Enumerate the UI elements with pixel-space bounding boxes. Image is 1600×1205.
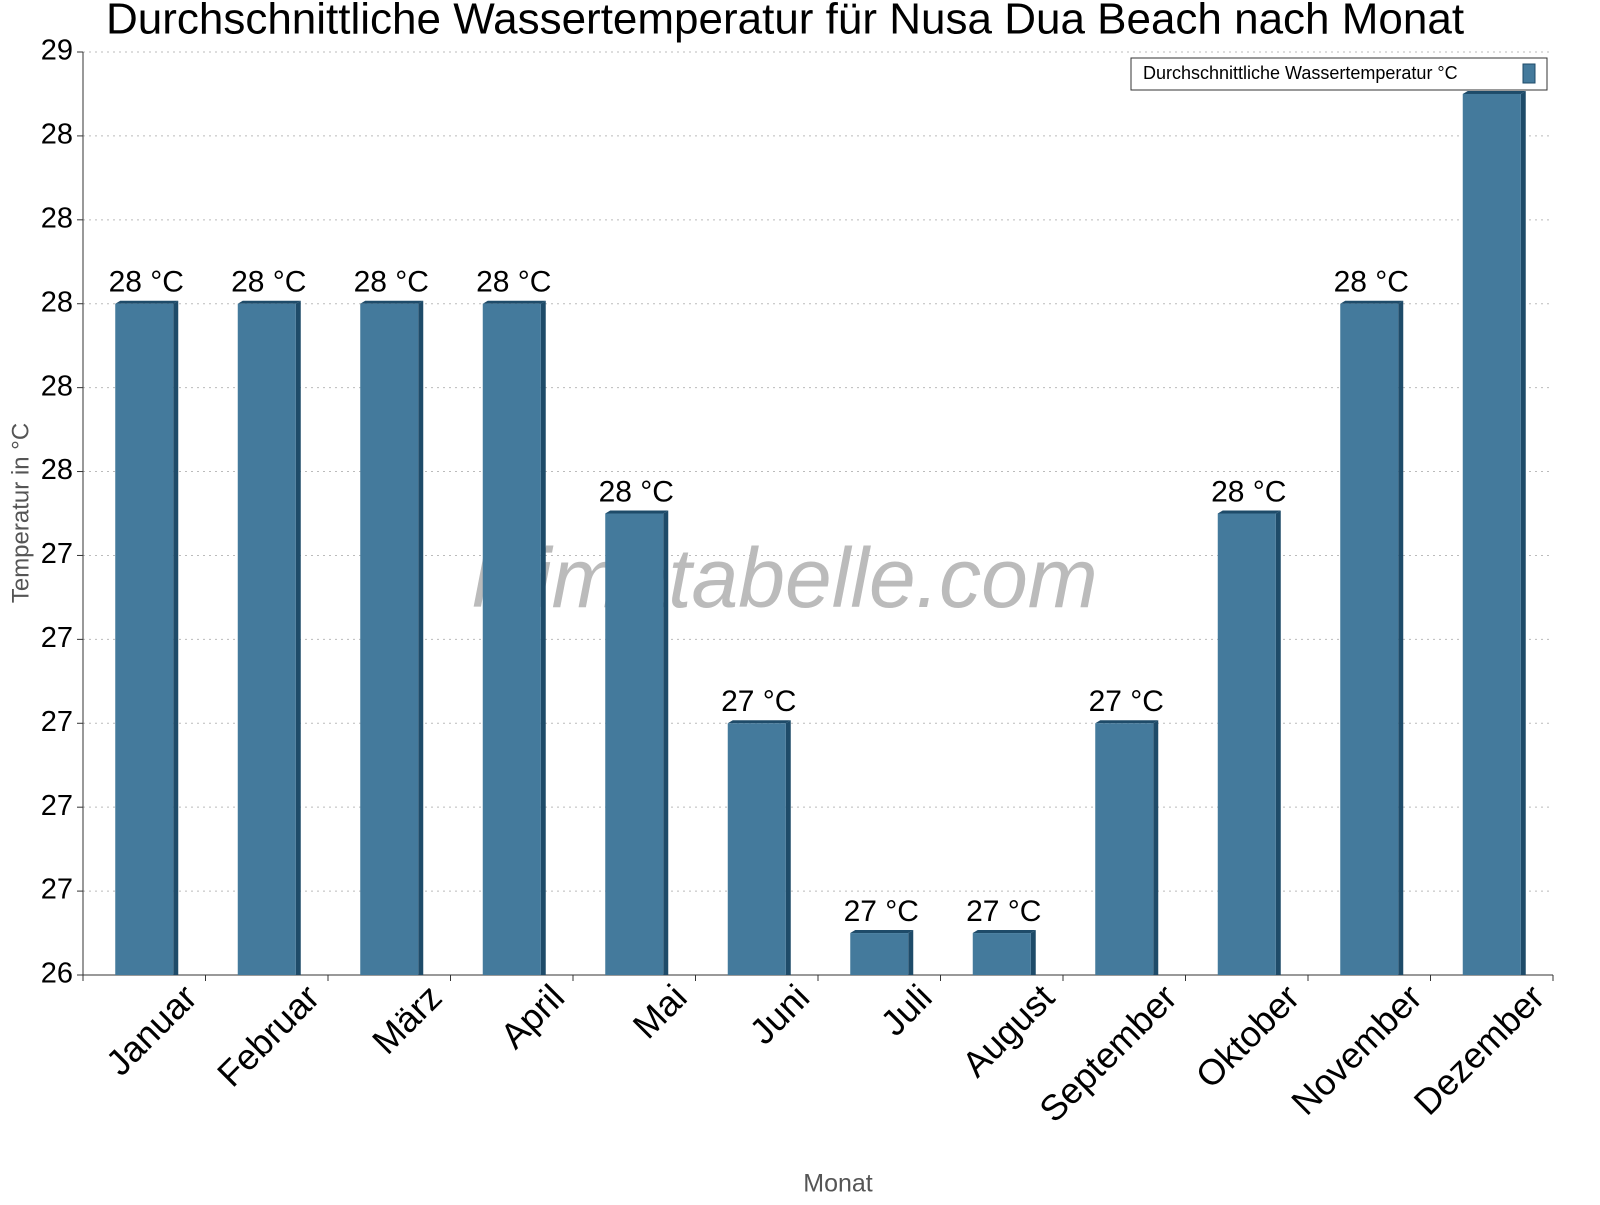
y-tick-label: 27: [41, 874, 73, 906]
y-tick-label: 28: [41, 370, 73, 402]
y-tick-label: 26: [41, 958, 73, 990]
bar-top: [850, 930, 914, 934]
bar: [482, 303, 541, 975]
x-tick-label: Februar: [209, 976, 327, 1094]
bar: [115, 303, 174, 975]
bar-side: [173, 300, 179, 975]
bar-top: [605, 510, 669, 514]
bar-side: [1398, 300, 1404, 975]
x-tick-label: August: [954, 976, 1062, 1084]
x-axis-title: Monat: [803, 1170, 873, 1198]
legend-label: Durchschnittliche Wassertemperatur °C: [1143, 63, 1458, 83]
bar-top: [1462, 90, 1526, 94]
bar-top: [360, 300, 424, 304]
y-axis-title: Temperatur in °C: [7, 423, 34, 603]
x-tick-label: April: [492, 976, 572, 1056]
x-tick-label: Oktober: [1188, 976, 1308, 1096]
x-tick-label: März: [364, 976, 450, 1062]
x-tick-label: Mai: [625, 976, 695, 1046]
bar-side: [908, 930, 914, 975]
bar-top: [1340, 300, 1404, 304]
data-label: 28 °C: [476, 266, 551, 299]
data-label: 28 °C: [1334, 266, 1409, 299]
legend-swatch: [1522, 63, 1536, 84]
data-label: 28 °C: [109, 266, 184, 299]
y-tick-label: 29: [41, 35, 73, 67]
watermark: klimatabelle.com: [472, 531, 1098, 625]
bar-top: [727, 720, 791, 724]
y-tick-label: 28: [41, 202, 73, 234]
y-tick-label: 28: [41, 119, 73, 151]
x-tick-label: Januar: [98, 976, 205, 1083]
bar-top: [1217, 510, 1281, 514]
bar-side: [1275, 510, 1281, 975]
bar: [237, 303, 296, 975]
data-label: 27 °C: [1089, 685, 1164, 718]
bar-top: [115, 300, 179, 304]
bar: [1095, 723, 1154, 975]
bar: [360, 303, 419, 975]
bar: [850, 933, 909, 975]
bar-top: [972, 930, 1036, 934]
data-label: 27 °C: [844, 895, 919, 928]
data-label: 28 °C: [231, 266, 306, 299]
bar: [1462, 93, 1521, 976]
bar: [1340, 303, 1399, 975]
bar: [605, 513, 664, 975]
data-label: 28 °C: [1211, 475, 1286, 508]
y-tick-label: 28: [41, 286, 73, 318]
bar-top: [1095, 720, 1159, 724]
bar-top: [482, 300, 546, 304]
y-tick-label: 27: [41, 790, 73, 822]
x-tick-label: Juni: [741, 976, 817, 1052]
bar-side: [1153, 720, 1159, 975]
legend-box: [1130, 57, 1548, 91]
y-tick-label: 28: [41, 454, 73, 486]
bar-side: [540, 300, 546, 975]
bar-side: [785, 720, 791, 975]
bar-top: [237, 300, 301, 304]
bar: [972, 933, 1031, 975]
x-tick-label: Dezember: [1406, 976, 1552, 1122]
chart-title: Durchschnittliche Wassertemperatur für N…: [106, 0, 1464, 44]
bar-side: [1030, 930, 1036, 975]
data-label: 28 °C: [354, 266, 429, 299]
data-label: 27 °C: [966, 895, 1041, 928]
y-tick-label: 27: [41, 706, 73, 738]
x-tick-label: November: [1283, 976, 1429, 1122]
y-tick-label: 27: [41, 538, 73, 570]
bar: [1217, 513, 1276, 975]
x-tick-label: Juli: [872, 976, 939, 1043]
bar-side: [295, 300, 301, 975]
y-tick-label: 27: [41, 622, 73, 654]
bar: [727, 723, 786, 975]
data-label: 28 °C: [599, 475, 674, 508]
bar-side: [663, 510, 669, 975]
bar-side: [418, 300, 424, 975]
bar-side: [1520, 90, 1526, 976]
data-label: 27 °C: [721, 685, 796, 718]
